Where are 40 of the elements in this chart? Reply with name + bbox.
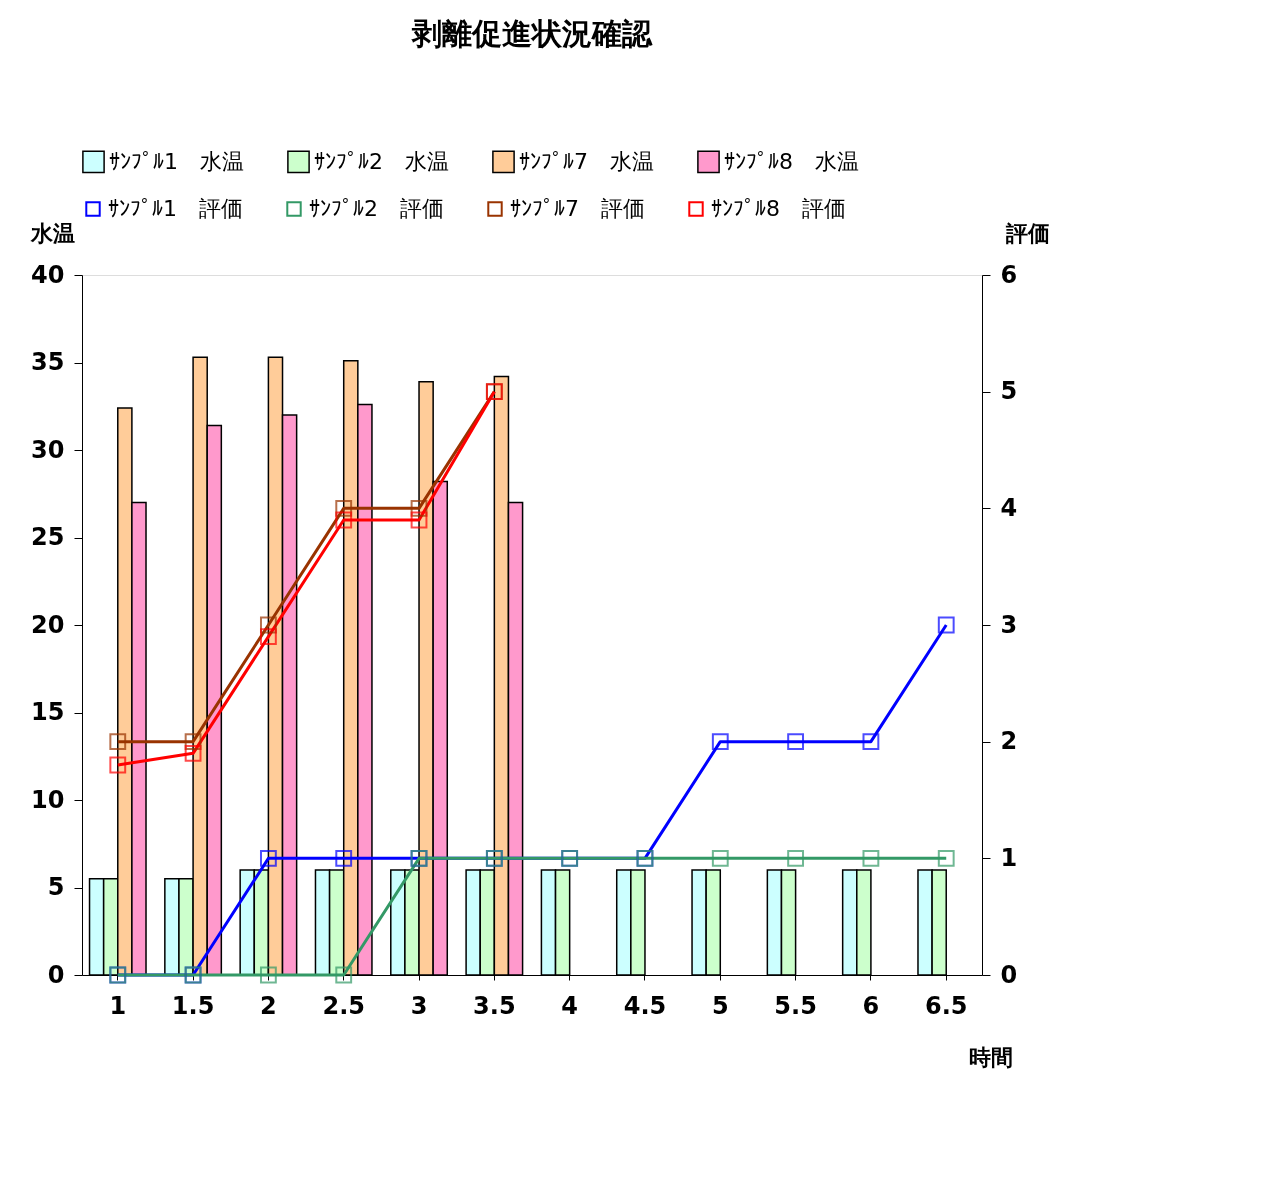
y2-tick-label: 1	[1000, 843, 1018, 872]
legend-label: ｻﾝﾌﾟﾙ2 水温	[314, 148, 449, 174]
y2-tick-label: 5	[1000, 377, 1018, 406]
legend-label: ｻﾝﾌﾟﾙ2 評価	[309, 196, 444, 221]
x-tick-label: 3.5	[473, 991, 516, 1020]
legend-label: ｻﾝﾌﾟﾙ7 評価	[510, 196, 645, 221]
x-tick-label: 2.5	[322, 991, 365, 1020]
x-tick-label: 3	[410, 991, 428, 1020]
x-tick-label: 1	[109, 991, 127, 1020]
y-tick-label: 15	[31, 698, 65, 726]
x-tick-label: 4	[561, 991, 579, 1020]
y2-axis-title: 評価	[1004, 220, 1050, 246]
y-tick-label: 0	[47, 960, 65, 989]
legend-label: ｻﾝﾌﾟﾙ1 水温	[109, 148, 244, 174]
x-tick-label: 2	[260, 991, 277, 1020]
x-tick-label: 5	[711, 991, 729, 1020]
y-tick-label: 30	[31, 435, 65, 464]
y-tick-label: 20	[31, 610, 65, 639]
y-tick-label: 5	[47, 873, 65, 901]
x-tick-label: 6.5	[924, 991, 968, 1020]
x-tick-label: 6	[862, 991, 880, 1020]
y-tick-label: 25	[31, 523, 65, 551]
y-tick-label: 35	[31, 348, 65, 376]
legend-label: ｻﾝﾌﾟﾙ8 水温	[724, 148, 859, 174]
y2-tick-label: 6	[1000, 260, 1018, 289]
y2-tick-label: 2	[1000, 727, 1018, 756]
y2-tick-label: 3	[1000, 610, 1018, 639]
legend-label: ｻﾝﾌﾟﾙ7 水温	[519, 148, 654, 174]
y2-tick-label: 0	[1000, 960, 1018, 989]
x-axis-title: 時間	[968, 1044, 1013, 1070]
y2-tick-label: 4	[1000, 493, 1018, 522]
y-axis-title: 水温	[29, 220, 75, 246]
y-tick-label: 10	[31, 785, 65, 814]
legend-label: ｻﾝﾌﾟﾙ8 評価	[711, 196, 846, 221]
x-tick-label: 1.5	[171, 991, 215, 1020]
x-tick-label: 5.5	[774, 991, 817, 1020]
y-tick-label: 40	[31, 260, 65, 289]
x-tick-label: 4.5	[623, 991, 667, 1020]
chart-title: 剥離促進状況確認	[411, 16, 653, 51]
legend-label: ｻﾝﾌﾟﾙ1 評価	[108, 196, 243, 221]
